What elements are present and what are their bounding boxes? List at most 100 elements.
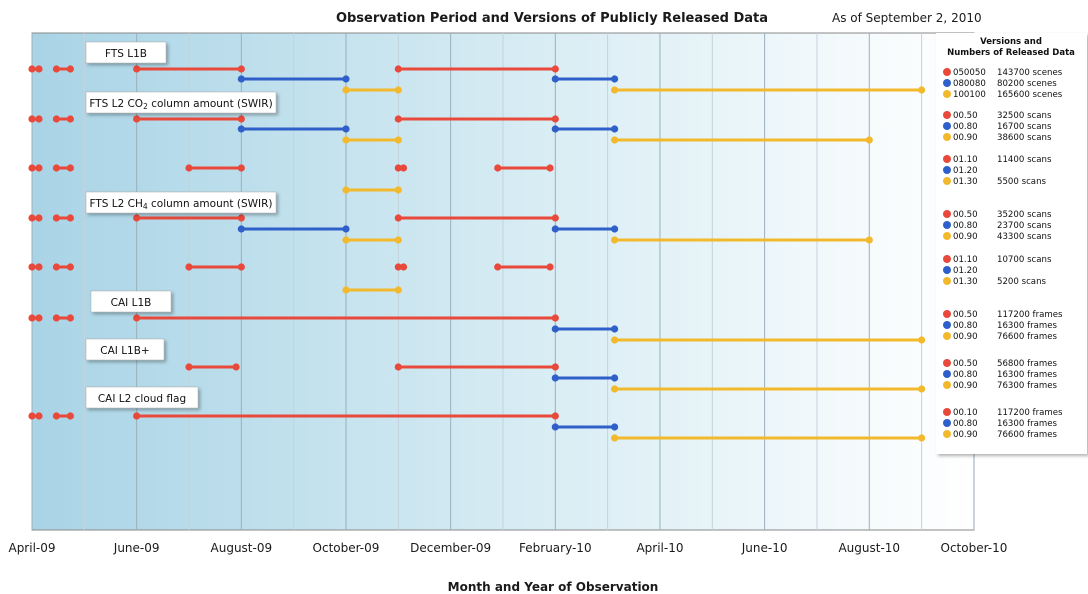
- segment-start-dot: [28, 65, 36, 73]
- segment-end-dot: [611, 225, 619, 233]
- timeline-segment: [342, 236, 402, 244]
- legend-count: 16300 frames: [997, 419, 1058, 429]
- legend-count: 76600 frames: [997, 430, 1058, 440]
- timeline-segment: [133, 412, 559, 420]
- product-label-box: [85, 338, 165, 361]
- segment-end-dot: [232, 363, 240, 371]
- legend-version: 00.80: [953, 321, 978, 331]
- x-tick-label: October-10: [941, 541, 1008, 555]
- legend-version: 080080: [953, 79, 986, 89]
- segment-start-dot: [342, 186, 350, 194]
- timeline-segment: [494, 263, 554, 271]
- segment-start-dot: [551, 225, 559, 233]
- timeline-segment: [237, 225, 350, 233]
- segment-start-dot: [551, 325, 559, 333]
- segment-start-dot: [551, 423, 559, 431]
- x-tick-label: April-10: [636, 541, 683, 555]
- timeline-segment: [28, 65, 43, 73]
- legend-version: 00.80: [953, 221, 978, 231]
- chart-subtitle: As of September 2, 2010: [832, 11, 982, 25]
- segment-end-dot: [399, 164, 408, 172]
- segment-end-dot: [551, 314, 559, 322]
- segment-start-dot: [611, 385, 619, 393]
- legend-swatch: [943, 232, 951, 240]
- legend-swatch: [943, 166, 951, 174]
- product-label-box: [85, 386, 199, 409]
- legend-swatch: [943, 430, 951, 438]
- segment-end-dot: [66, 214, 74, 222]
- segment-start-dot: [52, 65, 61, 73]
- segment-end-dot: [66, 263, 74, 271]
- segment-start-dot: [342, 286, 350, 294]
- segment-start-dot: [611, 434, 619, 442]
- segment-end-dot: [35, 314, 43, 322]
- segment-start-dot: [394, 65, 402, 73]
- timeline-segment: [52, 164, 74, 172]
- timeline-segment: [551, 423, 619, 431]
- product-label-box: [85, 191, 277, 214]
- timeline-segment: [52, 115, 74, 123]
- segment-start-dot: [28, 164, 36, 172]
- segment-end-dot: [394, 186, 402, 194]
- legend-swatch: [943, 332, 951, 340]
- legend-swatch: [943, 370, 951, 378]
- legend-version: 00.80: [953, 370, 978, 380]
- legend-version: 01.10: [953, 255, 978, 265]
- segment-end-dot: [237, 263, 245, 271]
- timeline-segment: [52, 214, 74, 222]
- segment-end-dot: [66, 164, 74, 172]
- legend-swatch: [943, 122, 951, 130]
- legend-version: 00.90: [953, 332, 978, 342]
- product-label-name: FTS L1B: [105, 48, 147, 60]
- segment-end-dot: [611, 125, 619, 133]
- legend-count: 16300 frames: [997, 321, 1058, 331]
- x-tick-label: August-10: [838, 541, 900, 555]
- segment-start-dot: [28, 115, 36, 123]
- timeline-segment: [28, 115, 43, 123]
- product-label-box: [90, 290, 172, 313]
- timeline-segment: [52, 314, 74, 322]
- x-tick-label: December-09: [410, 541, 491, 555]
- legend-count: 11400 scans: [997, 155, 1052, 165]
- legend-version: 01.30: [953, 177, 978, 187]
- legend-count: 35200 scans: [997, 210, 1052, 220]
- segment-start-dot: [52, 412, 61, 420]
- segment-start-dot: [342, 136, 350, 144]
- timeline-segment: [133, 65, 245, 73]
- segment-end-dot: [342, 75, 350, 83]
- segment-start-dot: [551, 75, 559, 83]
- timeline-segment: [611, 385, 926, 393]
- legend-swatch: [943, 266, 951, 274]
- segment-start-dot: [28, 314, 36, 322]
- segment-start-dot: [52, 263, 61, 271]
- timeline-segment: [185, 164, 245, 172]
- legend-swatch: [943, 155, 951, 163]
- timeline-segment: [551, 225, 619, 233]
- segment-end-dot: [865, 136, 873, 144]
- segment-start-dot: [28, 412, 36, 420]
- segment-end-dot: [394, 286, 402, 294]
- legend-swatch: [943, 221, 951, 229]
- product-label-subscript: 2: [143, 102, 148, 111]
- segment-end-dot: [66, 314, 74, 322]
- timeline-segment: [394, 65, 559, 73]
- legend-count: 76300 frames: [997, 381, 1058, 391]
- legend-count: 76600 frames: [997, 332, 1058, 342]
- timeline-segment: [185, 263, 245, 271]
- segment-start-dot: [394, 263, 402, 271]
- segment-end-dot: [394, 236, 402, 244]
- timeline-segment: [133, 314, 559, 322]
- legend-swatch: [943, 111, 951, 119]
- legend-swatch: [943, 177, 951, 185]
- segment-end-dot: [66, 412, 74, 420]
- timeline-segment: [611, 336, 926, 344]
- timeline-segment: [28, 412, 43, 420]
- product-label-name: CAI L1B: [111, 297, 152, 309]
- legend-version: 00.80: [953, 122, 978, 132]
- timeline-segment: [342, 86, 402, 94]
- timeline-segment: [237, 75, 350, 83]
- legend-version: 01.30: [953, 277, 978, 287]
- legend-version: 00.50: [953, 310, 978, 320]
- legend-version: 100100: [953, 90, 986, 100]
- timeline-segment: [611, 236, 873, 244]
